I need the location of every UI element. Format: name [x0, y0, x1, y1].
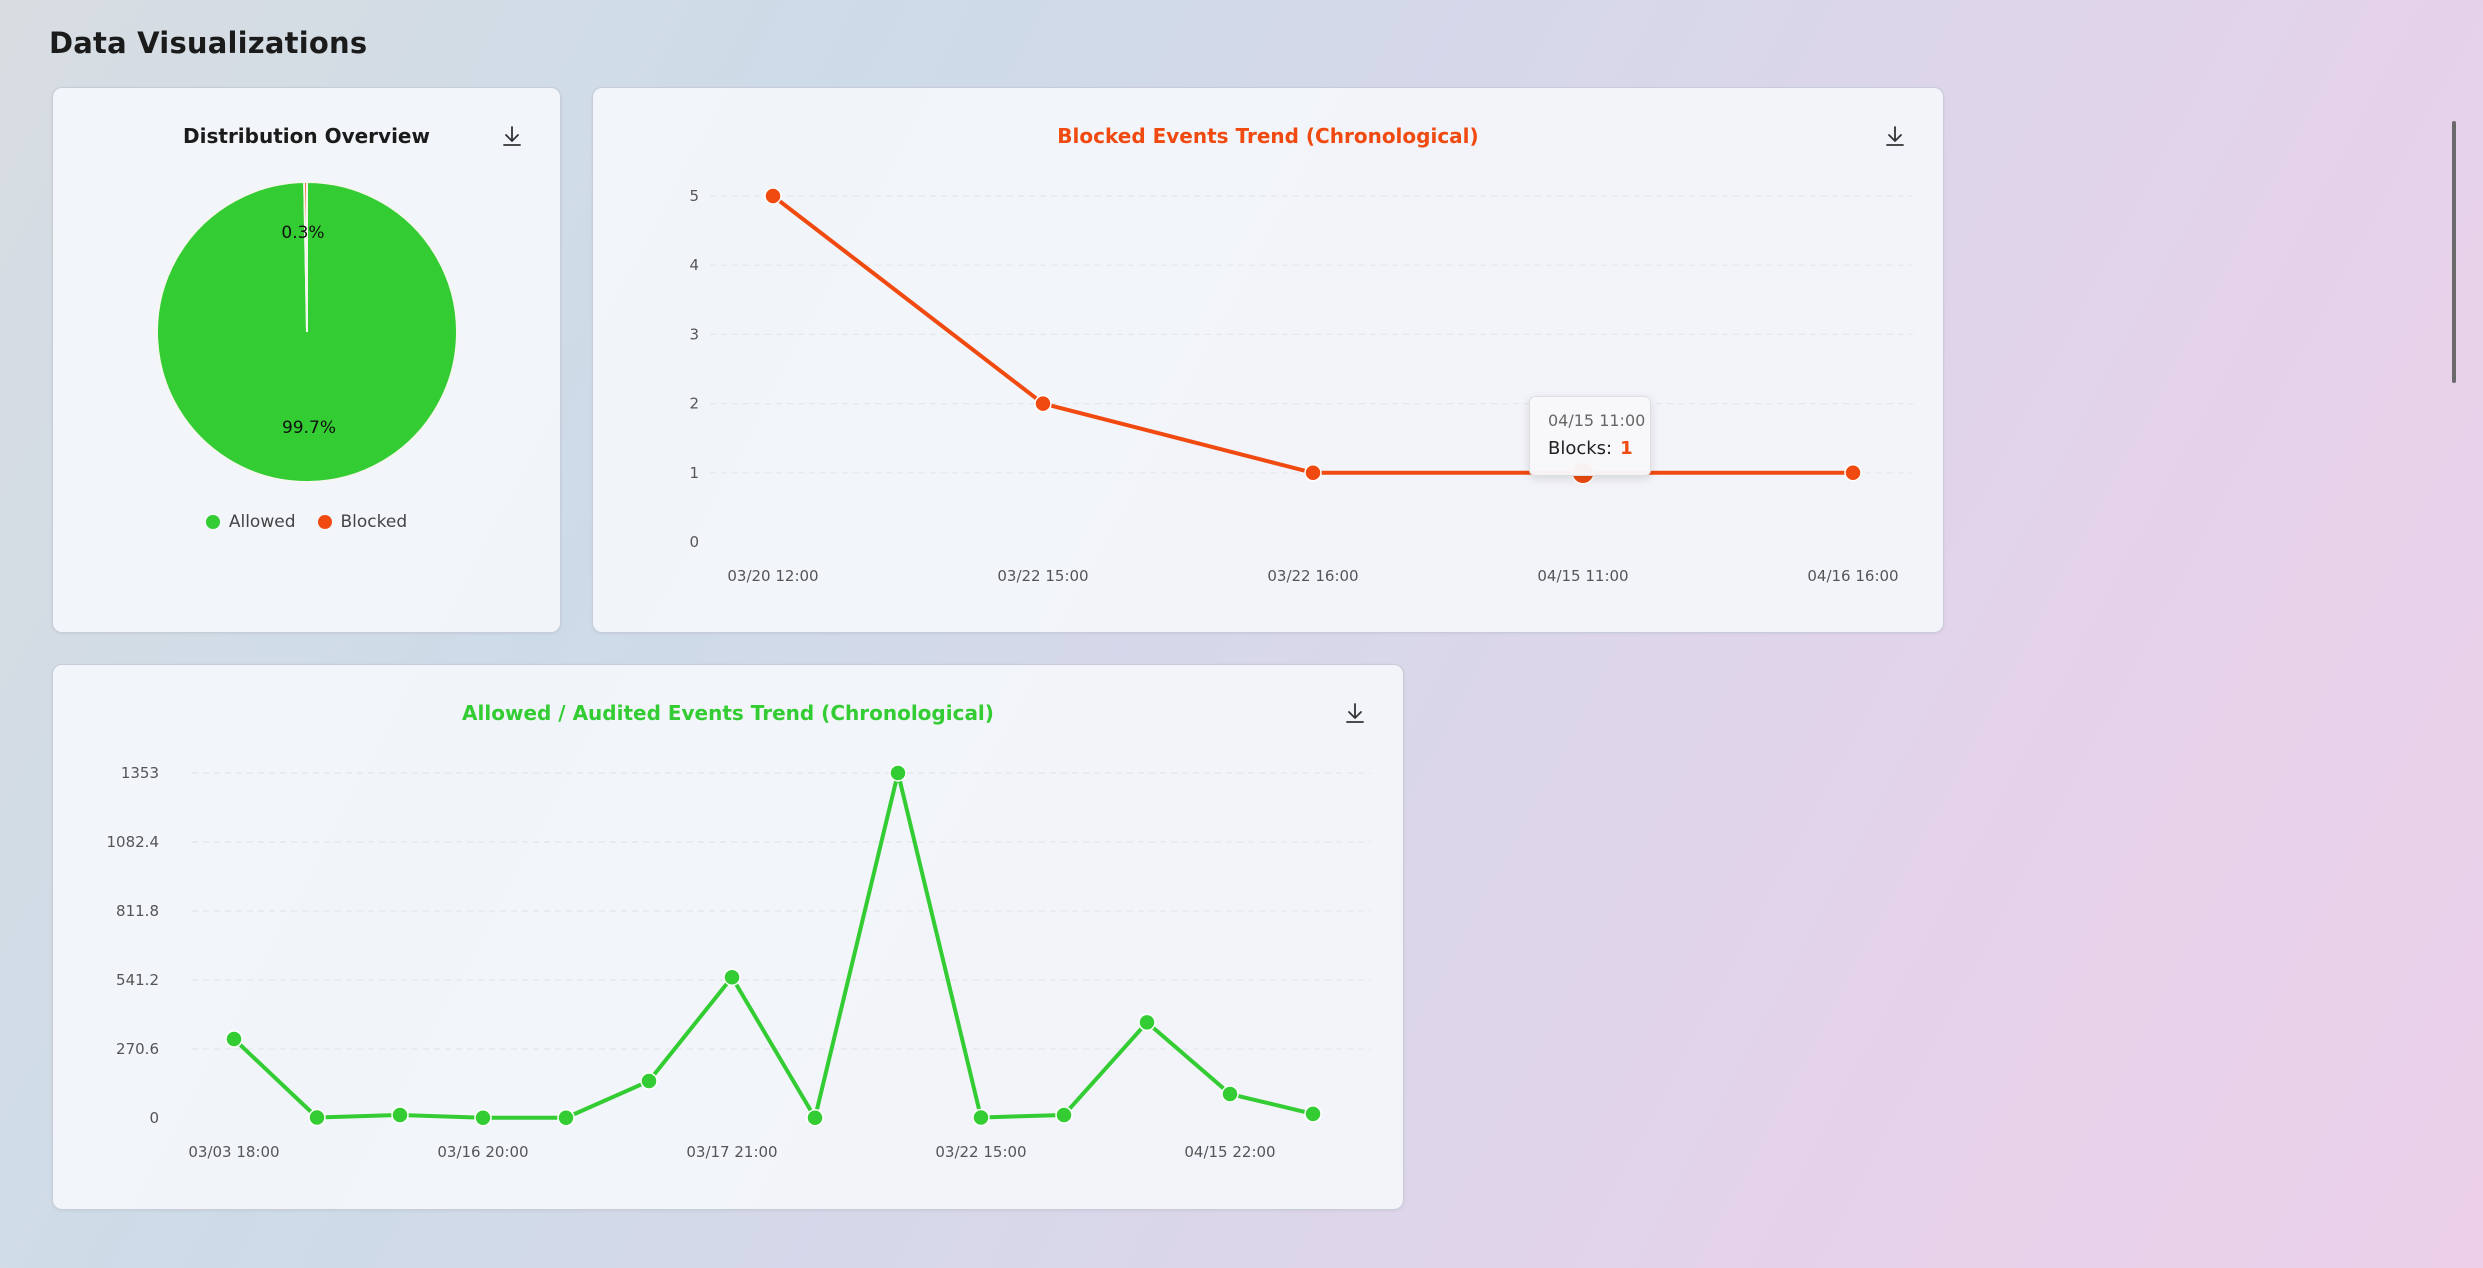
allowed-data-point[interactable] [391, 1106, 409, 1124]
allowed-data-point[interactable] [640, 1072, 658, 1090]
blocked-chart-title: Blocked Events Trend (Chronological) [1057, 124, 1479, 148]
legend-item-allowed[interactable]: Allowed [205, 512, 296, 532]
chart-tooltip: 04/15 11:00 Blocks: 1 [1529, 396, 1651, 476]
pie-chart-title: Distribution Overview [183, 124, 430, 148]
allowed-x-tick-label: 03/22 15:00 [935, 1143, 1026, 1161]
allowed-data-point[interactable] [308, 1108, 326, 1127]
pie-download-button[interactable] [497, 121, 527, 151]
blocked-data-point[interactable] [1304, 464, 1322, 482]
tooltip-value: 1 [1620, 438, 1633, 459]
blocked-x-tick-label: 04/15 11:00 [1537, 567, 1628, 585]
legend-dot-allowed [205, 515, 220, 529]
distribution-card: Distribution Overview 0.3% 99.7% Allowed… [52, 87, 561, 633]
allowed-x-tick-label: 03/16 20:00 [437, 1143, 528, 1161]
page-scrollbar[interactable] [2452, 121, 2456, 383]
pie-legend: Allowed Blocked [53, 512, 560, 532]
blocked-y-tick-label: 4 [689, 256, 699, 274]
blocked-data-point[interactable] [1034, 394, 1052, 413]
blocked-x-tick-label: 03/20 12:00 [727, 567, 818, 585]
allowed-x-tick-label: 03/03 18:00 [188, 1143, 279, 1161]
allowed-data-point[interactable] [1055, 1106, 1073, 1124]
legend-label-allowed: Allowed [228, 512, 296, 532]
allowed-data-point[interactable] [1304, 1105, 1322, 1123]
blocked-trend-card: Blocked Events Trend (Chronological) 0 1 2… [592, 87, 1944, 633]
blocked-y-tick-label: 2 [689, 395, 699, 413]
blocked-x-tick-label: 03/22 16:00 [1267, 567, 1358, 585]
allowed-trend-card: Allowed / Audited Events Trend (Chronolo… [52, 664, 1404, 1210]
pie-chart: 0.3% 99.7% [155, 180, 458, 483]
allowed-data-point[interactable] [474, 1108, 492, 1127]
allowed-data-point[interactable] [1221, 1085, 1239, 1103]
allowed-y-tick-label: 1082.4 [107, 833, 160, 851]
blocked-y-tick-label: 1 [689, 464, 699, 482]
tooltip-date: 04/15 11:00 [1548, 411, 1646, 430]
blocked-x-tick-label: 03/22 15:00 [997, 567, 1088, 585]
allowed-data-point[interactable] [1138, 1013, 1156, 1032]
allowed-data-point[interactable] [225, 1030, 243, 1048]
allowed-y-tick-label: 0 [149, 1109, 159, 1127]
allowed-y-tick-label: 811.8 [116, 902, 159, 920]
allowed-data-point[interactable] [889, 764, 907, 782]
allowed-x-tick-label: 04/15 22:00 [1184, 1143, 1275, 1161]
blocked-line-chart: 0 1 2 3 4 5 03/20 12:00 03/22 15:00 03/22 16:00 0… [689, 187, 1913, 585]
allowed-chart-title: Allowed / Audited Events Trend (Chronolo… [462, 701, 994, 725]
allowed-y-tick-label: 1353 [121, 764, 159, 782]
allowed-download-button[interactable] [1340, 698, 1370, 728]
blocked-data-point[interactable] [1844, 464, 1862, 482]
allowed-line-chart: 0 270.6 541.2 811.8 1082.4 1353 03/03 18:00 03/… [107, 764, 1371, 1161]
blocked-y-tick-label: 3 [689, 325, 699, 343]
allowed-data-point[interactable] [723, 968, 741, 986]
download-icon [1886, 126, 1904, 146]
download-icon [503, 126, 521, 146]
allowed-data-point[interactable] [806, 1108, 824, 1127]
allowed-series-line [232, 771, 1314, 1120]
blocked-data-point[interactable] [764, 187, 782, 205]
allowed-y-tick-label: 541.2 [116, 971, 159, 989]
allowed-x-tick-label: 03/17 21:00 [686, 1143, 777, 1161]
pie-label-small: 0.3% [281, 223, 324, 243]
page-title: Data Visualizations [49, 26, 368, 60]
legend-item-blocked[interactable]: Blocked [317, 512, 408, 532]
blocked-download-button[interactable] [1880, 121, 1910, 151]
legend-label-blocked: Blocked [340, 512, 408, 532]
blocked-y-tick-label: 5 [689, 187, 699, 205]
pie-label-large: 99.7% [282, 418, 336, 438]
blocked-x-tick-label: 04/16 16:00 [1807, 567, 1898, 585]
blocked-y-tick-label: 0 [689, 533, 699, 551]
allowed-data-point[interactable] [557, 1108, 575, 1127]
legend-dot-blocked [317, 515, 332, 529]
allowed-y-tick-label: 270.6 [116, 1040, 159, 1058]
allowed-data-point[interactable] [972, 1108, 990, 1127]
tooltip-key: Blocks: [1548, 438, 1613, 459]
pie-slice-blocked[interactable] [303, 180, 308, 333]
download-icon [1346, 703, 1364, 723]
